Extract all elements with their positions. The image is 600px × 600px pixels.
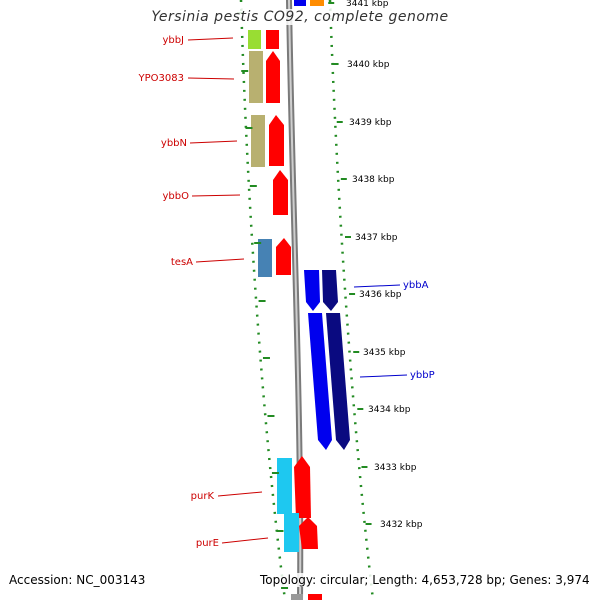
scale-label: 3441 kbp <box>346 0 389 9</box>
gene-ybbA[interactable] <box>304 270 338 311</box>
gene-top-forward[interactable] <box>294 0 306 6</box>
gene-label-ybbO[interactable]: ybbO <box>163 191 190 202</box>
scale-label: 3432 kbp <box>380 520 423 530</box>
topology-text: Topology: circular; Length: 4,653,728 bp… <box>260 573 590 587</box>
gene-top-orange[interactable] <box>310 0 324 6</box>
gene-ybbP[interactable] <box>308 313 350 450</box>
scale-label: 3435 kbp <box>363 348 406 358</box>
scale-label: 3434 kbp <box>368 405 411 415</box>
reverse-gene-labels: ybbJ YPO3083 ybbN ybbO tesA purK purE <box>138 35 269 549</box>
gene-label-ybbA[interactable]: ybbA <box>403 280 429 291</box>
gene-ybbJ[interactable] <box>248 30 279 49</box>
gene-label-purE[interactable]: purE <box>196 538 219 549</box>
gene-label-ybbP[interactable]: ybbP <box>410 370 435 381</box>
outer-tick-marks <box>328 2 372 525</box>
scale-label: 3436 kbp <box>359 290 402 300</box>
outer-dotted-ring <box>328 0 375 600</box>
scale-label: 3438 kbp <box>352 175 395 185</box>
scale-label: 3440 kbp <box>347 60 390 70</box>
gene-label-tesA[interactable]: tesA <box>171 257 193 268</box>
gene-purE[interactable] <box>284 513 318 552</box>
accession-text: Accession: NC_003143 <box>9 573 146 587</box>
scale-labels: 3441 kbp 3440 kbp 3439 kbp 3438 kbp 3437… <box>346 0 423 530</box>
gene-ybbN[interactable] <box>251 115 284 167</box>
scale-label: 3433 kbp <box>374 463 417 473</box>
gene-label-purK[interactable]: purK <box>191 491 215 502</box>
forward-gene-labels: ybbA ybbP <box>353 280 435 381</box>
gene-YPO3083[interactable] <box>249 51 280 103</box>
inner-dotted-ring <box>239 0 287 600</box>
gene-label-ybbJ[interactable]: ybbJ <box>162 35 184 46</box>
gene-bottom-cds[interactable] <box>308 594 322 600</box>
gene-tesA[interactable] <box>258 238 291 277</box>
scale-label: 3437 kbp <box>355 233 398 243</box>
scale-label: 3439 kbp <box>349 118 392 128</box>
gene-ybbO[interactable] <box>273 170 288 215</box>
gene-bottom-grey[interactable] <box>291 594 303 600</box>
gene-label-YPO3083[interactable]: YPO3083 <box>138 73 184 84</box>
genome-title: Yersinia pestis CO92, complete genome <box>0 9 600 25</box>
gene-label-ybbN[interactable]: ybbN <box>161 138 187 149</box>
gene-purK[interactable] <box>277 456 311 518</box>
